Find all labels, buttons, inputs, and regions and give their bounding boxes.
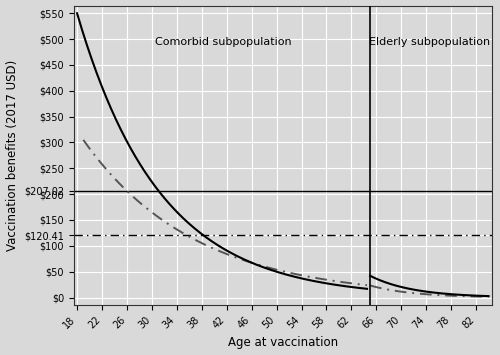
Y-axis label: Vaccination benefits (2017 USD): Vaccination benefits (2017 USD) [6,60,18,251]
Text: Comorbid subpopulation: Comorbid subpopulation [156,37,292,47]
Text: Elderly subpopulation: Elderly subpopulation [369,37,490,47]
X-axis label: Age at vaccination: Age at vaccination [228,337,338,349]
